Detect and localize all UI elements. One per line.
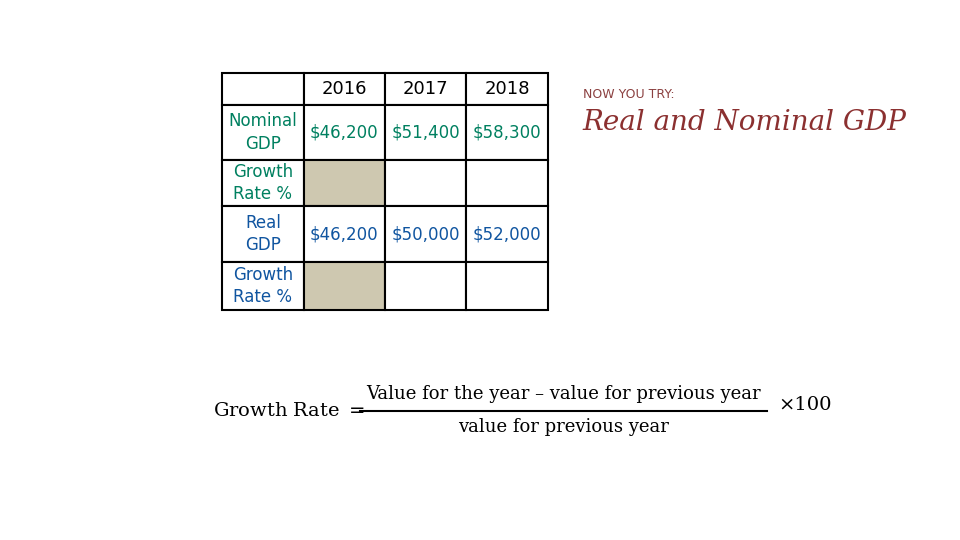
Text: $58,300: $58,300 — [472, 124, 541, 141]
Bar — [467, 262, 548, 309]
Text: ×100: ×100 — [779, 396, 832, 414]
Text: Growth
Rate %: Growth Rate % — [233, 266, 293, 306]
Text: $50,000: $50,000 — [392, 225, 460, 243]
Bar — [223, 72, 303, 105]
Bar — [385, 262, 467, 309]
Text: NOW YOU TRY:: NOW YOU TRY: — [583, 88, 674, 101]
Bar — [385, 105, 467, 160]
Text: $46,200: $46,200 — [310, 225, 378, 243]
Text: value for previous year: value for previous year — [458, 418, 669, 436]
Bar — [303, 160, 385, 206]
Text: Nominal
GDP: Nominal GDP — [228, 112, 298, 153]
Bar — [467, 72, 548, 105]
Bar — [223, 160, 303, 206]
Bar — [223, 105, 303, 160]
Bar — [467, 160, 548, 206]
Bar — [303, 262, 385, 309]
Bar — [223, 262, 303, 309]
Text: 2016: 2016 — [322, 80, 367, 98]
Text: Growth
Rate %: Growth Rate % — [233, 163, 293, 204]
Text: Value for the year – value for previous year: Value for the year – value for previous … — [367, 386, 761, 403]
Bar — [467, 206, 548, 262]
Bar — [385, 160, 467, 206]
Bar — [385, 206, 467, 262]
Text: 2017: 2017 — [403, 80, 448, 98]
Bar — [467, 105, 548, 160]
Bar — [303, 105, 385, 160]
Bar — [223, 206, 303, 262]
Text: $46,200: $46,200 — [310, 124, 378, 141]
Text: $51,400: $51,400 — [392, 124, 460, 141]
Bar — [303, 72, 385, 105]
Bar — [303, 206, 385, 262]
Text: $52,000: $52,000 — [472, 225, 541, 243]
Text: Real and Nominal GDP: Real and Nominal GDP — [583, 110, 906, 137]
Text: 2018: 2018 — [485, 80, 530, 98]
Bar — [385, 72, 467, 105]
Text: Growth Rate $=$: Growth Rate $=$ — [213, 402, 365, 420]
Text: Real
GDP: Real GDP — [245, 214, 281, 254]
